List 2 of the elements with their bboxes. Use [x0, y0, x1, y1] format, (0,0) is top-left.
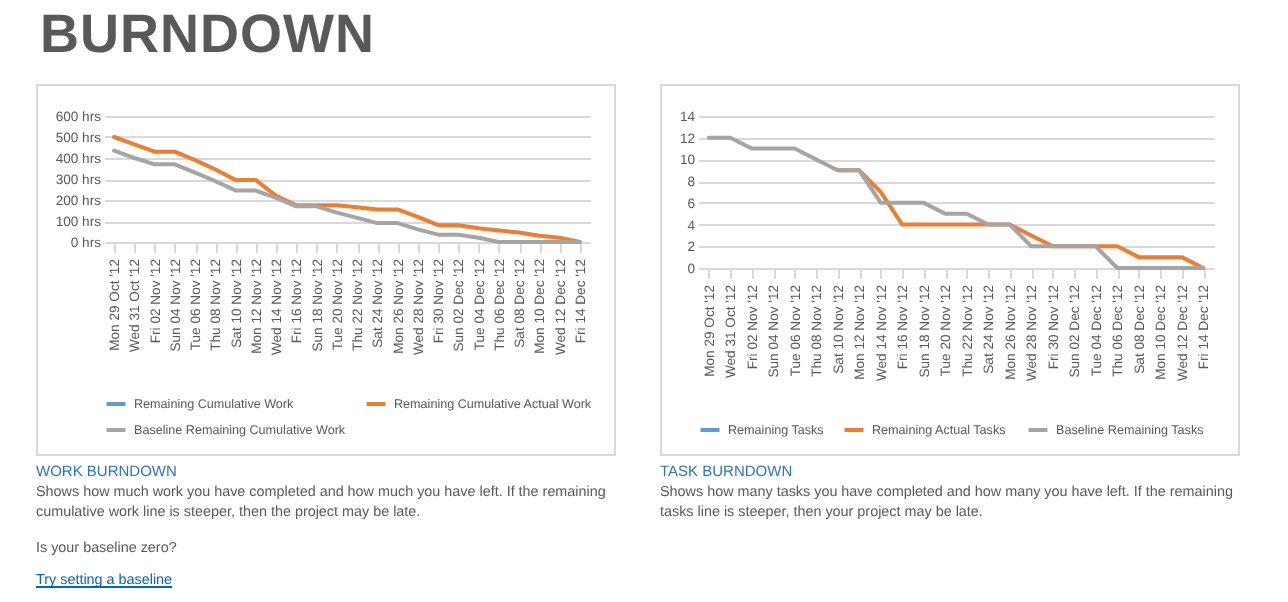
text: BURNDOWN: [40, 4, 375, 66]
line-series: [706, 135, 1206, 270]
